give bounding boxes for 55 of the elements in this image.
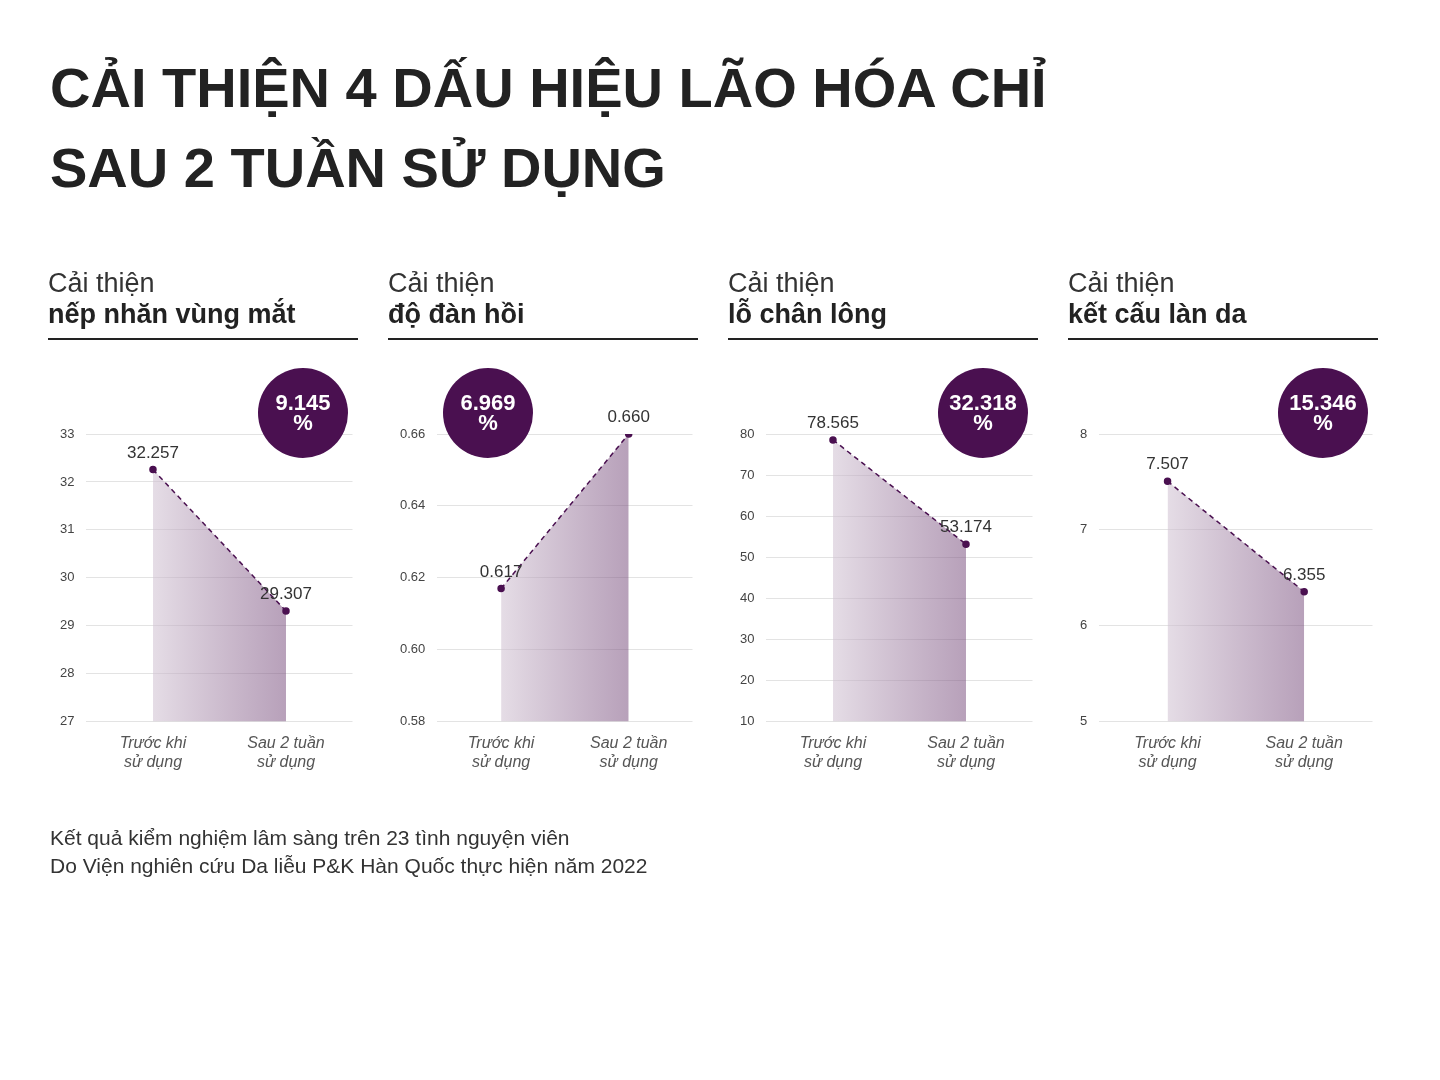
text: Kết quả kiểm nghiệm lâm sàng trên 23 tình nguyện viên bbox=[50, 825, 571, 851]
y-tick-label: 70 bbox=[739, 466, 755, 482]
data-label: 29.307 bbox=[259, 584, 312, 604]
y-tick-label: 28 bbox=[59, 665, 75, 681]
chart-subtitle: kết cấu làn da bbox=[1068, 299, 1248, 330]
data-label: 6.355 bbox=[1282, 564, 1326, 584]
y-tick-label: 8 bbox=[1080, 425, 1088, 441]
x-tick-label: Trước khi sử dụng bbox=[799, 733, 867, 770]
chart-title: Cải thiện bbox=[48, 268, 156, 299]
text: CẢI THIỆN 4 DẤU HIỆU LÃO HÓA CHỈ SAU 2 TUẦN SỬ DỤNG bbox=[50, 55, 1048, 201]
x-tick-label: Trước khi sử dụng bbox=[1134, 733, 1202, 770]
data-label: 53.174 bbox=[939, 517, 992, 537]
chart-title: Cải thiện bbox=[728, 268, 836, 298]
y-tick-label: 0.60 bbox=[399, 641, 426, 657]
x-tick-label: Sau 2 tuần sử dụng bbox=[247, 733, 325, 770]
y-tick-label: 40 bbox=[739, 589, 755, 605]
x-tick-label: Trước khi sử dụng bbox=[467, 733, 535, 770]
y-tick-label: 60 bbox=[739, 507, 755, 523]
y-tick-label: 0.64 bbox=[399, 497, 426, 513]
annotation: 6.969 % bbox=[443, 368, 533, 458]
data-label: 78.565 bbox=[806, 413, 859, 433]
y-tick-label: 31 bbox=[59, 521, 75, 537]
annotation: 9.145 % bbox=[258, 368, 348, 458]
y-tick-label: 30 bbox=[739, 631, 755, 647]
y-tick-label: 20 bbox=[739, 672, 755, 688]
chart-title: Cải thiện bbox=[388, 268, 496, 299]
data-label: 0.660 bbox=[607, 407, 650, 427]
y-tick-label: 33 bbox=[59, 425, 75, 441]
text: Do Viện nghiên cứu Da liễu P&K Hàn Quốc thực hiện năm 2022 bbox=[50, 853, 649, 879]
chart-subtitle: độ đàn hồi bbox=[388, 299, 526, 330]
x-tick-label: Sau 2 tuần sử dụng bbox=[590, 733, 668, 770]
y-tick-label: 5 bbox=[1080, 713, 1088, 729]
y-tick-label: 6 bbox=[1080, 617, 1088, 633]
data-label: 32.257 bbox=[126, 442, 179, 462]
annotation: 32.318 % bbox=[938, 368, 1028, 458]
x-tick-label: Trước khi sử dụng bbox=[119, 733, 187, 770]
y-tick-label: 0.62 bbox=[399, 569, 426, 585]
y-tick-label: 27 bbox=[59, 713, 75, 729]
data-label: 7.507 bbox=[1146, 454, 1189, 474]
y-tick-label: 32 bbox=[59, 473, 75, 489]
y-tick-label: 10 bbox=[739, 713, 755, 729]
y-tick-label: 0.66 bbox=[399, 425, 426, 441]
y-tick-label: 30 bbox=[59, 569, 75, 585]
chart-subtitle: lỗ chân lông bbox=[728, 299, 888, 330]
data-label: 0.617 bbox=[479, 561, 523, 581]
chart-title: Cải thiện bbox=[1068, 268, 1176, 299]
y-tick-label: 50 bbox=[739, 548, 755, 564]
chart-subtitle: nếp nhăn vùng mắt bbox=[48, 299, 297, 330]
y-tick-label: 80 bbox=[739, 425, 755, 441]
y-tick-label: 29 bbox=[59, 617, 75, 633]
annotation: 15.346 % bbox=[1278, 368, 1368, 458]
x-tick-label: Sau 2 tuần sử dụng bbox=[927, 733, 1005, 770]
y-tick-label: 0.58 bbox=[399, 713, 426, 729]
x-tick-label: Sau 2 tuần sử dụng bbox=[1265, 733, 1343, 770]
y-tick-label: 7 bbox=[1080, 521, 1088, 537]
